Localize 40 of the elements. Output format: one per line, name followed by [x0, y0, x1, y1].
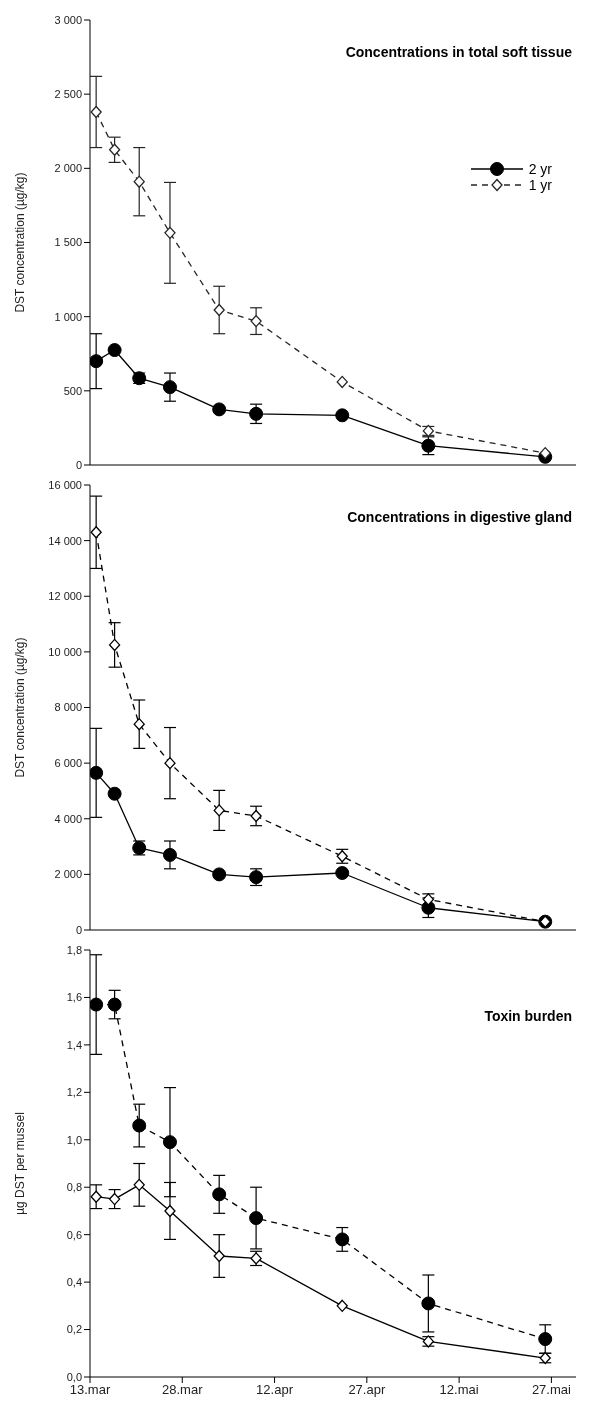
y-tick-label: 0,4 [66, 1276, 82, 1289]
text: Concentrations in total soft tissue [345, 44, 572, 60]
y-tick-label: 1,8 [66, 943, 82, 956]
x-tick-label: 13.mar [69, 1382, 111, 1398]
y-tick-label: 2 500 [54, 88, 82, 101]
y-tick-label: 0,6 [66, 1228, 82, 1241]
y-tick-label: 8 000 [54, 701, 82, 714]
y-tick-label: 1,2 [66, 1086, 82, 1099]
y-tick-label: 16 000 [48, 478, 82, 491]
legend-label: 1 yr [528, 177, 552, 194]
y-tick-label: 2 000 [54, 162, 82, 175]
y-tick-label: 0,0 [66, 1370, 82, 1383]
y-tick-label: 0,2 [66, 1323, 82, 1336]
y-tick-label: 4 000 [54, 812, 82, 825]
legend-label: 2 yr [528, 161, 552, 178]
y-tick-label: 1 000 [54, 310, 82, 323]
y-tick-label: 1,0 [66, 1133, 82, 1146]
y-tick-label: 0 [75, 458, 82, 471]
y-tick-label: 10 000 [48, 645, 82, 658]
y-tick-label: 0 [75, 923, 82, 936]
y-tick-label: 1,6 [66, 991, 82, 1004]
y-axis-title: µg DST per mussel [13, 1112, 28, 1215]
x-tick-label: 28.mar [162, 1382, 204, 1398]
y-axis-title: DST concentration (µg/kg) [13, 172, 28, 313]
y-tick-label: 3 000 [54, 13, 82, 26]
x-tick-label: 12.mai [439, 1382, 479, 1398]
y-tick-label: 1,4 [66, 1038, 82, 1051]
y-axis-title: DST concentration (µg/kg) [13, 637, 28, 778]
x-tick-label: 27.mai [531, 1382, 572, 1398]
y-tick-label: 1 500 [54, 236, 82, 249]
text: Toxin burden [484, 1008, 572, 1024]
y-tick-label: 12 000 [48, 590, 82, 603]
x-tick-label: 12.apr [256, 1382, 294, 1398]
text: Concentrations in digestive gland [347, 509, 572, 525]
y-tick-label: 6 000 [54, 757, 82, 770]
y-tick-label: 500 [63, 384, 82, 397]
x-tick-label: 27.apr [348, 1382, 386, 1398]
y-tick-label: 14 000 [48, 534, 82, 547]
y-tick-label: 2 000 [54, 868, 82, 881]
y-tick-label: 0,8 [66, 1181, 82, 1194]
